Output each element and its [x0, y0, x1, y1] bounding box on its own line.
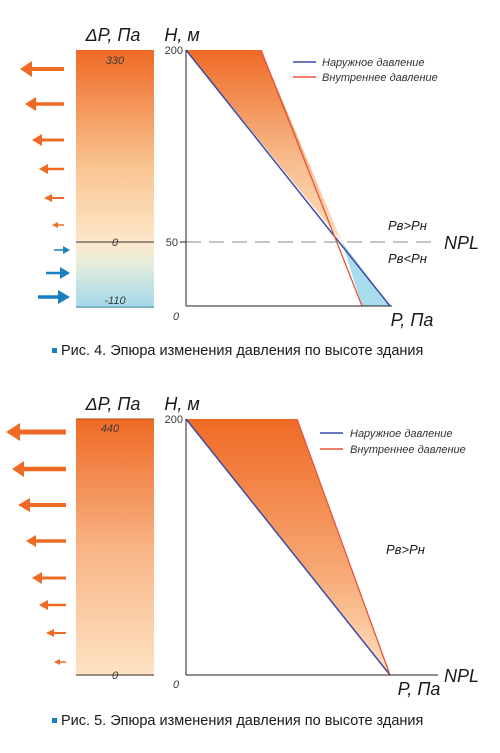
- figure-5: 440 0 ΔP, Па H, м 200 0 P, Па NPL Pв>Pн …: [6, 394, 479, 729]
- arrow-in: [46, 267, 70, 279]
- outward-arrows: [20, 61, 64, 228]
- arrow-out: [44, 194, 64, 202]
- h-tick-mid: 50: [166, 237, 178, 249]
- dp-bottom-value: -110: [104, 295, 126, 307]
- dp-top-value: 330: [106, 55, 125, 67]
- arrow-in: [54, 246, 70, 254]
- arrow-out: [46, 629, 66, 637]
- dp-bar: [76, 50, 154, 308]
- origin-label: 0: [173, 311, 180, 323]
- npl-label: NPL: [444, 666, 479, 686]
- dp-axis-label: ΔP, Па: [85, 394, 141, 414]
- arrow-out: [52, 222, 64, 228]
- legend: Наружное давление Внутреннее давление: [320, 428, 466, 456]
- arrow-out: [26, 535, 66, 547]
- p-axis-label: P, Па: [391, 310, 434, 330]
- arrow-out: [25, 97, 64, 111]
- h-tick-top: 200: [165, 45, 183, 57]
- inner-pressure-line: [260, 49, 363, 307]
- h-axis-label: H, м: [164, 25, 199, 45]
- arrow-out: [18, 498, 66, 512]
- arrow-out: [20, 61, 64, 77]
- arrow-out: [39, 600, 66, 610]
- arrow-in: [38, 290, 70, 304]
- dp-top-value: 440: [101, 423, 120, 435]
- figure-caption: Рис. 4. Эпюра изменения давления по высо…: [61, 343, 423, 359]
- arrow-out: [32, 134, 64, 146]
- legend-outer-label: Наружное давление: [350, 428, 453, 440]
- origin-label: 0: [173, 679, 180, 691]
- legend-inner-label: Внутреннее давление: [322, 72, 438, 84]
- region-lower-label: Pв<Pн: [388, 251, 427, 266]
- legend-inner-label: Внутреннее давление: [350, 444, 466, 456]
- dp-bar: [76, 419, 154, 676]
- outward-arrows: [6, 423, 66, 665]
- h-axis-label: H, м: [164, 394, 199, 414]
- figure-caption: Рис. 5. Эпюра изменения давления по высо…: [61, 713, 423, 729]
- arrow-out: [32, 572, 66, 584]
- h-tick-top: 200: [165, 414, 183, 426]
- outer-pressure-line: [185, 418, 391, 676]
- npl-label: NPL: [444, 233, 479, 253]
- arrow-out: [39, 164, 64, 174]
- caption-marker: [52, 718, 57, 723]
- region-upper-label: Pв>Pн: [386, 542, 425, 557]
- dp-zero-value: 0: [112, 237, 119, 249]
- arrow-out: [54, 659, 66, 665]
- dp-zero-value: 0: [112, 670, 119, 682]
- dp-axis-label: ΔP, Па: [85, 25, 141, 45]
- inward-arrows: [38, 246, 70, 304]
- arrow-out: [6, 423, 66, 441]
- p-axis-label: P, Па: [398, 679, 441, 699]
- legend-outer-label: Наружное давление: [322, 57, 425, 69]
- arrow-out: [12, 461, 66, 477]
- legend: Наружное давление Внутреннее давление: [293, 57, 438, 84]
- inner-pressure-line: [296, 418, 391, 676]
- outer-pressure-line: [185, 49, 391, 307]
- caption-marker: [52, 348, 57, 353]
- figure-4: 330 0 -110 ΔP, Па H, м 200 50 0: [20, 25, 479, 359]
- region-upper-label: Pв>Pн: [388, 218, 427, 233]
